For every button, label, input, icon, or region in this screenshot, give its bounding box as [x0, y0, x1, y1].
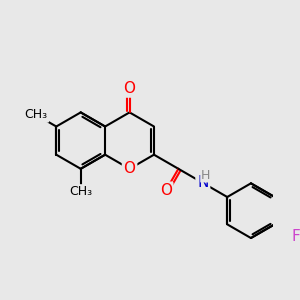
Text: H: H [201, 169, 210, 182]
Text: CH₃: CH₃ [69, 185, 92, 198]
Text: O: O [124, 81, 136, 96]
Text: CH₃: CH₃ [25, 108, 48, 122]
Text: O: O [124, 161, 136, 176]
Text: F: F [291, 229, 300, 244]
Text: O: O [160, 183, 172, 198]
Text: N: N [197, 176, 208, 190]
